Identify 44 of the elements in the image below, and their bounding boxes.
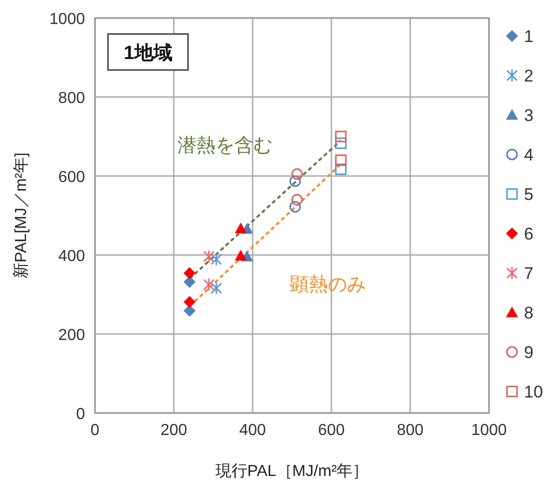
- x-tick-label: 200: [160, 422, 188, 439]
- x-tick-label: 1000: [471, 422, 507, 439]
- point: [184, 304, 196, 317]
- legend-label: 3: [524, 106, 534, 125]
- point: [291, 168, 303, 180]
- point: [234, 250, 247, 261]
- annotation: 潜熱を含む: [178, 136, 273, 157]
- y-tick-label: 0: [76, 406, 86, 423]
- y-tick-label: 200: [58, 327, 86, 344]
- legend-label: 1: [524, 27, 534, 46]
- legend-label: 4: [524, 146, 534, 164]
- y-axis-title: 新PAL[MJ／m²年]: [12, 152, 30, 278]
- x-axis-title: 現行PAL［MJ/m²年］: [215, 463, 369, 480]
- point: [203, 278, 215, 292]
- point: [184, 267, 196, 280]
- point: [184, 296, 196, 308]
- x-tick-label: 400: [239, 422, 266, 439]
- point: [335, 154, 347, 166]
- point: [210, 252, 222, 266]
- y-tick-label: 400: [58, 248, 86, 265]
- point: [234, 222, 247, 234]
- point: [335, 130, 347, 142]
- point: [203, 250, 215, 264]
- legend-label: 6: [524, 224, 534, 244]
- y-tick-label: 800: [58, 90, 86, 107]
- text: 1地域: [124, 42, 172, 64]
- point: [291, 194, 303, 206]
- legend-label: 2: [524, 66, 534, 86]
- legend-label: 10: [524, 382, 543, 402]
- point: [335, 137, 347, 149]
- point: [289, 201, 301, 213]
- y-tick-label: 1000: [49, 11, 86, 28]
- y-tick-label: 600: [58, 169, 86, 186]
- legend-label: 7: [524, 264, 534, 283]
- x-tick-label: 800: [396, 422, 424, 439]
- legend-label: 9: [524, 343, 534, 362]
- point: [210, 281, 222, 295]
- legend-label: 8: [524, 304, 534, 322]
- x-tick-label: 600: [318, 422, 345, 439]
- point: [289, 175, 301, 187]
- x-tick-label: 0: [90, 422, 100, 439]
- legend-label: 5: [524, 185, 534, 204]
- annotation: 顕熱のみ: [289, 274, 366, 296]
- point: [335, 164, 347, 176]
